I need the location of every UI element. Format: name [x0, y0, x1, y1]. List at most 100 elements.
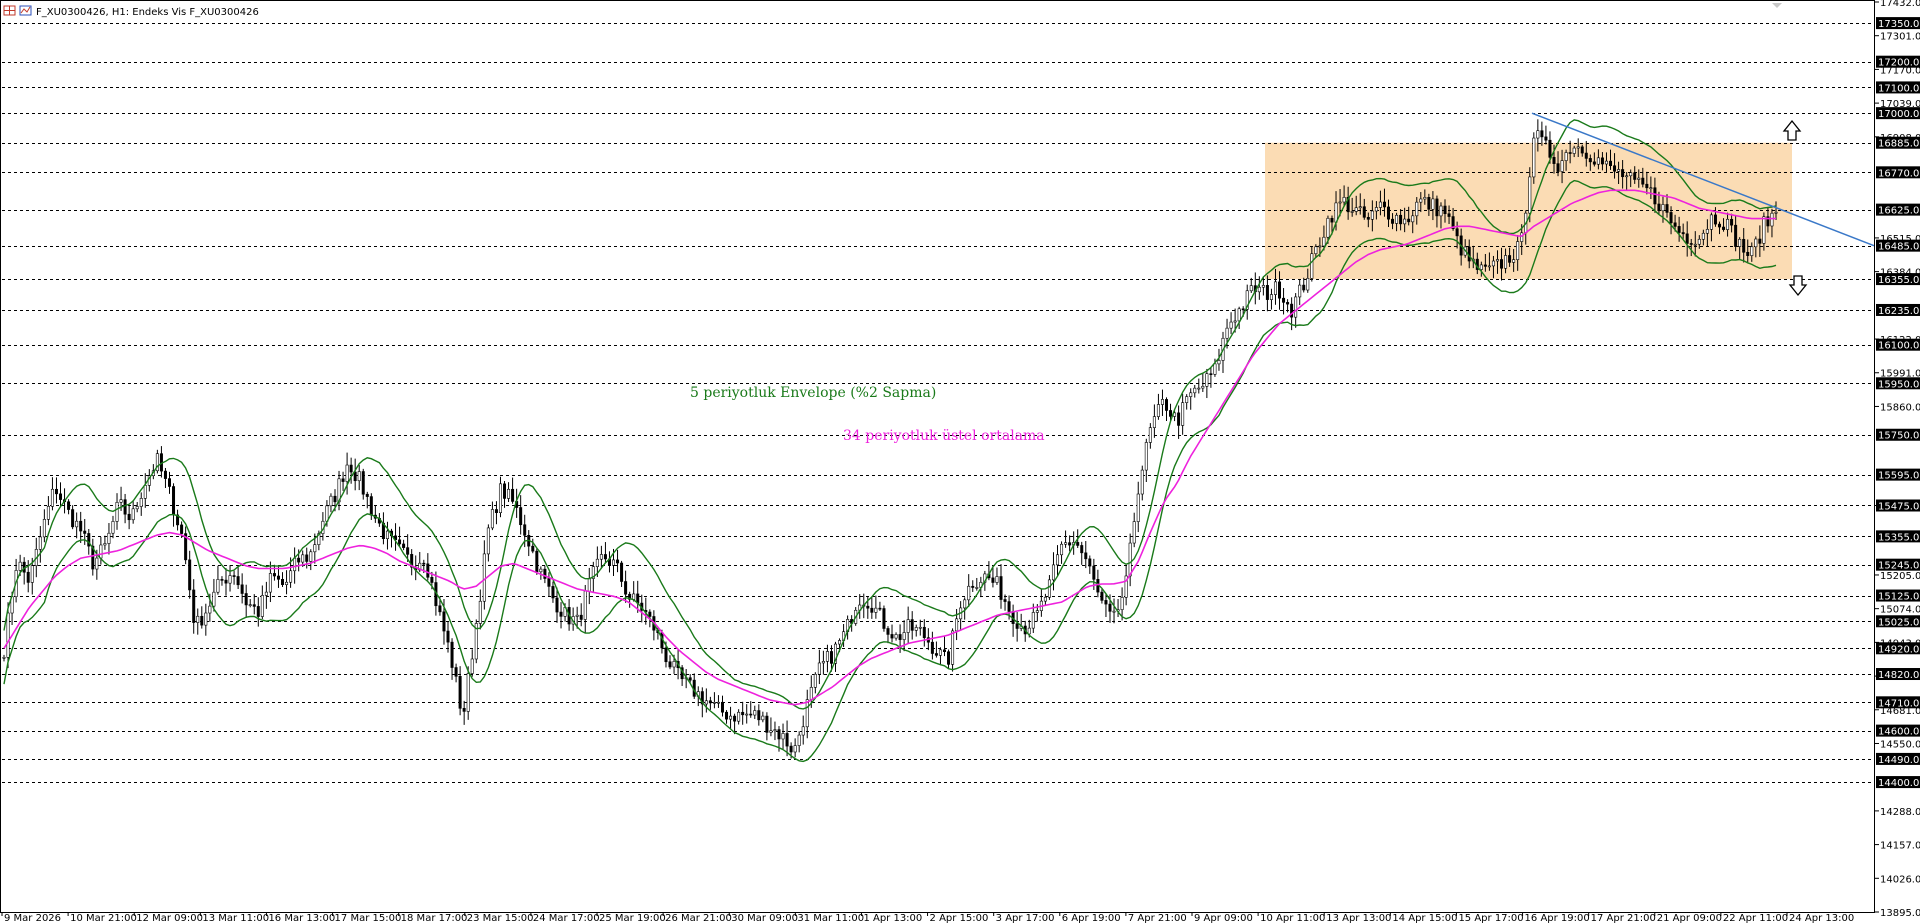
candle: [1189, 388, 1193, 410]
level-tag: [1876, 696, 1920, 709]
candle: [345, 452, 349, 495]
level-tag: [1876, 724, 1920, 737]
candle: [628, 591, 632, 608]
candle-body: [212, 591, 216, 607]
candle-body: [587, 578, 591, 592]
candle-body: [813, 673, 817, 688]
x-tick-label: 14 Apr 15:00: [1392, 913, 1457, 923]
candle-body: [942, 649, 946, 653]
level-tag-label: 17100.00: [1878, 83, 1920, 94]
candle: [975, 577, 979, 591]
candle-body: [612, 559, 616, 566]
candle-body: [1156, 404, 1160, 417]
level-tag: [1876, 615, 1920, 628]
candle-body: [1298, 284, 1302, 298]
candle-body: [1092, 565, 1096, 580]
scroll-indicator-icon[interactable]: [1772, 3, 1782, 8]
candle: [1504, 248, 1508, 274]
candle: [938, 647, 942, 666]
candle: [1193, 384, 1197, 398]
candle-body: [1399, 214, 1403, 225]
candle-body: [753, 710, 757, 716]
candle-body: [369, 496, 373, 516]
candle-body: [704, 700, 708, 705]
candle-body: [1665, 204, 1669, 213]
candle-body: [18, 561, 22, 571]
candle-body: [906, 619, 910, 633]
candle-body: [466, 673, 470, 712]
x-tick-label: 9 Mar 2026: [4, 913, 61, 923]
price-axis[interactable]: 17432.0017301.0017170.0017039.0016908.00…: [1875, 0, 1920, 919]
candle-body: [143, 485, 147, 499]
candle-body: [1697, 238, 1701, 245]
candle: [107, 523, 111, 555]
candle-body: [1068, 542, 1072, 546]
trendline[interactable]: [1531, 112, 1875, 247]
candle-body: [1177, 412, 1181, 426]
candle: [398, 526, 402, 547]
candle: [1592, 152, 1596, 167]
level-tag-label: 17200.00: [1878, 58, 1920, 69]
candle-body: [305, 554, 309, 562]
candle: [131, 500, 135, 524]
x-tick-label: 1 Apr 13:00: [863, 913, 922, 923]
candle: [890, 624, 894, 643]
candle-body: [829, 651, 833, 664]
candle: [1148, 423, 1152, 449]
candle-body: [1552, 157, 1556, 164]
candle: [127, 505, 131, 530]
candle: [503, 480, 507, 508]
candle-body: [1088, 558, 1092, 567]
candle-body: [188, 559, 192, 591]
candle-body: [870, 607, 874, 613]
candle: [1395, 212, 1399, 232]
candle: [1697, 235, 1701, 249]
candle-body: [1233, 320, 1237, 323]
candle-body: [406, 547, 410, 555]
candle-body: [1730, 218, 1734, 226]
candle-body: [1774, 211, 1778, 214]
level-tag: [1876, 377, 1920, 390]
candle-body: [1717, 223, 1721, 228]
candle-body: [1193, 387, 1197, 394]
candle: [1132, 512, 1136, 548]
candle: [947, 649, 951, 669]
level-tag: [1876, 530, 1920, 543]
time-axis[interactable]: 9 Mar 2026 10 Mar 21:00 12 Mar 09:00 13 Mar…: [1, 912, 1854, 923]
candle: [620, 560, 624, 587]
x-tick-label: 7 Apr 21:00: [1128, 913, 1187, 923]
candle-body: [1366, 216, 1370, 220]
level-tag: [1876, 239, 1920, 252]
candle: [1572, 145, 1576, 158]
candle: [341, 471, 345, 491]
x-tick-label: 15 Apr 17:00: [1458, 913, 1523, 923]
candle-body: [1637, 177, 1641, 180]
candle-body: [1754, 238, 1758, 248]
ema34-line: [3, 189, 1776, 706]
candle: [466, 666, 470, 720]
candle: [1411, 211, 1415, 234]
candle: [1350, 197, 1354, 217]
candle: [260, 585, 264, 620]
candle: [1403, 207, 1407, 233]
candle-body: [248, 604, 252, 606]
candle-body: [1491, 260, 1495, 267]
chart-icon-line: [20, 6, 31, 14]
candle-body: [1104, 600, 1108, 605]
candles: [2, 119, 1778, 759]
candle: [1717, 221, 1721, 235]
candle-body: [1136, 493, 1140, 522]
candle-body: [777, 729, 781, 740]
candle: [357, 464, 361, 491]
candle-body: [1746, 251, 1750, 256]
candle: [1257, 276, 1261, 300]
candle: [1564, 149, 1568, 171]
candle: [1265, 275, 1269, 312]
candle: [1338, 189, 1342, 217]
candle: [1625, 172, 1629, 190]
candle: [1342, 185, 1346, 207]
candle-body: [119, 499, 123, 503]
candle: [737, 709, 741, 725]
candle-body: [1633, 172, 1637, 180]
